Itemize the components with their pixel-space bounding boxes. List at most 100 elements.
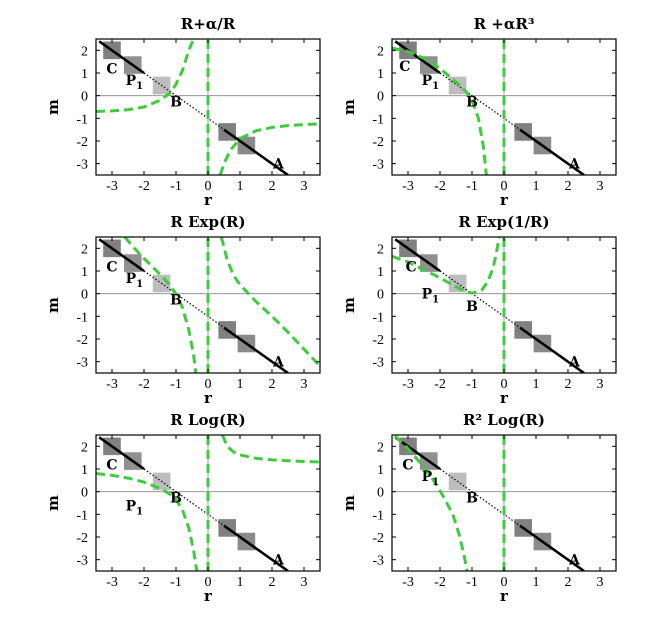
x-tick-label: 2 bbox=[269, 575, 276, 590]
series-black-solid-1 bbox=[394, 238, 441, 273]
panel-3: -3 -2 -1 0 1 2 3 -3 -2 -1 0 1 2 R Exp(R) r m C P1 B A bbox=[44, 213, 321, 407]
point-label-b: B bbox=[170, 292, 182, 308]
series-green-dashed-6 bbox=[218, 122, 320, 175]
x-axis-label: r bbox=[204, 389, 213, 407]
series-black-solid-3 bbox=[519, 326, 585, 373]
point-label-c: C bbox=[402, 457, 413, 473]
point-label-c: C bbox=[106, 457, 117, 473]
x-tick-label: -3 bbox=[402, 377, 414, 392]
x-tick-label: -1 bbox=[170, 179, 182, 194]
y-tick-label: -3 bbox=[372, 158, 384, 173]
x-tick-label: 3 bbox=[597, 575, 604, 590]
y-tick-label: 0 bbox=[377, 486, 384, 501]
x-tick-label: -3 bbox=[106, 575, 118, 590]
point-label-c: C bbox=[406, 259, 417, 275]
chart-title: R +αR³ bbox=[474, 15, 535, 33]
y-tick-label: 1 bbox=[81, 463, 88, 478]
y-tick-label: -1 bbox=[76, 310, 88, 325]
point-label-c: C bbox=[399, 59, 410, 75]
panel-1: -3 -2 -1 0 1 2 3 -3 -2 -1 0 1 2 R+α/R r m C P1 B A bbox=[44, 15, 321, 209]
x-tick-label: 0 bbox=[205, 179, 212, 194]
point-label-c: C bbox=[106, 61, 117, 77]
x-tick-label: 3 bbox=[301, 575, 308, 590]
series-black-dotted-2 bbox=[143, 72, 225, 131]
y-tick-label: -3 bbox=[372, 356, 384, 371]
series-black-solid-3 bbox=[223, 524, 289, 571]
y-tick-label: -3 bbox=[76, 356, 88, 371]
point-label-subscript: 1 bbox=[432, 81, 439, 92]
x-tick-label: -1 bbox=[466, 179, 478, 194]
x-tick-label: -2 bbox=[138, 179, 150, 194]
series-green-dashed-4 bbox=[392, 46, 488, 175]
point-label-subscript: 1 bbox=[432, 477, 439, 488]
y-tick-label: 0 bbox=[377, 288, 384, 303]
y-tick-label: -1 bbox=[76, 508, 88, 523]
y-tick-label: -2 bbox=[76, 135, 88, 150]
x-tick-label: -2 bbox=[434, 377, 446, 392]
point-label-b: B bbox=[170, 490, 182, 506]
series-black-solid-3 bbox=[519, 128, 585, 175]
y-tick-label: 0 bbox=[377, 90, 384, 105]
point-label-a: A bbox=[272, 553, 285, 569]
x-tick-label: -3 bbox=[106, 179, 118, 194]
chart-title: R+α/R bbox=[181, 15, 236, 33]
y-tick-label: 1 bbox=[81, 67, 88, 82]
x-tick-label: -1 bbox=[170, 377, 182, 392]
x-tick-label: -2 bbox=[138, 575, 150, 590]
x-tick-label: 2 bbox=[269, 377, 276, 392]
series-black-solid-1 bbox=[394, 436, 441, 471]
chart-title: R Log(R) bbox=[170, 411, 245, 429]
x-tick-label: 3 bbox=[597, 179, 604, 194]
panel-6: -3 -2 -1 0 1 2 3 -3 -2 -1 0 1 2 R² Log(R) r m C P1 B A bbox=[340, 411, 617, 605]
x-tick-label: 1 bbox=[533, 575, 540, 590]
x-tick-label: 0 bbox=[501, 377, 508, 392]
point-label-p: P1 bbox=[126, 73, 144, 92]
y-tick-label: -1 bbox=[372, 508, 384, 523]
series-black-dotted-2 bbox=[439, 72, 521, 131]
point-label-subscript: 1 bbox=[136, 279, 143, 290]
y-tick-label: -2 bbox=[372, 333, 384, 348]
x-tick-label: -2 bbox=[434, 179, 446, 194]
series-black-solid-3 bbox=[519, 524, 585, 571]
series-green-dashed-4 bbox=[96, 472, 199, 571]
point-label-p: P1 bbox=[422, 287, 440, 306]
y-tick-label: -2 bbox=[76, 333, 88, 348]
point-label-b: B bbox=[466, 299, 478, 315]
y-tick-label: -1 bbox=[372, 112, 384, 127]
y-axis-label: m bbox=[340, 297, 358, 313]
point-label-p: P1 bbox=[422, 469, 440, 488]
x-tick-label: 2 bbox=[565, 575, 572, 590]
y-tick-label: 1 bbox=[377, 67, 384, 82]
point-label-b: B bbox=[466, 490, 478, 506]
panel-5: -3 -2 -1 0 1 2 3 -3 -2 -1 0 1 2 R Log(R) r m C P1 B A bbox=[44, 411, 321, 605]
y-tick-label: -3 bbox=[76, 554, 88, 569]
point-label-p: P1 bbox=[126, 498, 144, 517]
point-label-b: B bbox=[466, 94, 478, 110]
point-label-a: A bbox=[568, 553, 581, 569]
plot-area bbox=[96, 435, 320, 571]
x-tick-label: 1 bbox=[533, 179, 540, 194]
series-black-dotted-2 bbox=[143, 468, 225, 527]
y-axis-label: m bbox=[44, 99, 62, 115]
y-tick-label: 2 bbox=[377, 440, 384, 455]
x-tick-label: -3 bbox=[402, 575, 414, 590]
series-green-dashed-4 bbox=[123, 237, 198, 373]
y-tick-label: -2 bbox=[372, 135, 384, 150]
series-black-solid-1 bbox=[98, 436, 145, 471]
x-axis-label: r bbox=[500, 587, 509, 605]
x-tick-label: 1 bbox=[237, 575, 244, 590]
x-tick-label: -2 bbox=[138, 377, 150, 392]
y-tick-label: 2 bbox=[81, 242, 88, 257]
series-black-dotted-2 bbox=[143, 270, 225, 329]
x-axis-label: r bbox=[204, 587, 213, 605]
x-tick-label: -2 bbox=[434, 575, 446, 590]
panel-2: -3 -2 -1 0 1 2 3 -3 -2 -1 0 1 2 R +αR³ r m C P1 B A bbox=[340, 15, 617, 209]
series-green-dashed-6 bbox=[221, 435, 320, 464]
x-axis-label: r bbox=[500, 389, 509, 407]
y-tick-label: -3 bbox=[76, 158, 88, 173]
x-tick-label: 1 bbox=[533, 377, 540, 392]
y-axis-label: m bbox=[340, 495, 358, 511]
series-green-dashed-4 bbox=[96, 39, 195, 113]
series-black-dotted-2 bbox=[439, 468, 521, 527]
